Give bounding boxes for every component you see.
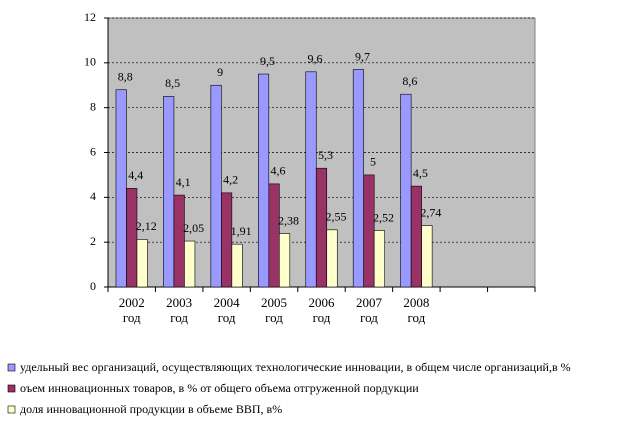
bar	[279, 233, 291, 288]
legend-label: доля инновационной продукции в объеме ВВ…	[20, 402, 282, 416]
value-label: 8,8	[118, 69, 133, 83]
y-tick-label: 4	[90, 189, 96, 203]
bar	[136, 239, 148, 288]
y-tick-label: 0	[90, 279, 96, 293]
bar	[115, 89, 127, 288]
bar	[421, 225, 433, 288]
legend-label: удельный вес организаций, осуществляющих…	[20, 360, 571, 374]
legend-swatch	[7, 405, 16, 414]
legend-swatch	[7, 384, 16, 393]
x-tick-label: 2004 год	[213, 295, 240, 325]
bar	[410, 185, 422, 288]
value-label: 8,5	[165, 76, 180, 90]
value-label: 4,2	[223, 173, 238, 187]
x-tick-label: 2002 год	[118, 295, 145, 325]
legend-label: оъем инновационных товаров, в % от общег…	[20, 381, 419, 395]
bar	[268, 183, 280, 288]
value-label: 4,5	[413, 166, 428, 180]
x-tick-label: 2003 год	[166, 295, 193, 325]
bar	[231, 243, 243, 288]
bar	[126, 188, 138, 288]
value-label: 1,91	[231, 224, 252, 238]
bar	[173, 194, 185, 288]
value-label: 5,3	[318, 148, 333, 162]
bar	[221, 192, 233, 288]
value-label: 4,4	[128, 168, 143, 182]
x-tick-label: 2005 год	[261, 295, 288, 325]
value-label: 9,5	[260, 54, 275, 68]
bar	[363, 174, 375, 288]
value-label: 2,74	[420, 205, 441, 219]
x-tick-label: 2006 год	[308, 295, 335, 325]
value-label: 2,05	[183, 221, 204, 235]
value-label: 2,52	[373, 210, 394, 224]
bar	[326, 229, 338, 288]
value-label: 9	[217, 65, 223, 79]
bar	[163, 96, 175, 288]
bar	[305, 71, 317, 288]
x-tick-label: 2008 год	[403, 295, 430, 325]
value-label: 2,38	[278, 213, 299, 227]
value-label: 5	[370, 155, 376, 169]
bar	[400, 93, 412, 288]
value-label: 2,55	[326, 210, 347, 224]
value-label: 4,6	[271, 164, 286, 178]
value-label: 2,12	[136, 219, 157, 233]
value-label: 9,6	[308, 52, 323, 66]
bar	[184, 240, 196, 288]
x-tick-label: 2007 год	[355, 295, 382, 325]
bar	[210, 84, 222, 288]
y-tick-label: 6	[90, 144, 96, 158]
y-tick-label: 12	[84, 10, 96, 24]
bar	[315, 167, 328, 288]
bar	[258, 73, 270, 288]
y-tick-label: 8	[90, 99, 96, 113]
bar	[352, 69, 364, 288]
legend-swatch	[7, 363, 16, 372]
value-label: 9,7	[355, 49, 370, 63]
y-tick-label: 10	[84, 55, 96, 69]
value-label: 4,1	[176, 175, 191, 189]
bar	[373, 230, 385, 288]
value-label: 8,6	[402, 74, 417, 88]
y-tick-label: 2	[90, 234, 96, 248]
